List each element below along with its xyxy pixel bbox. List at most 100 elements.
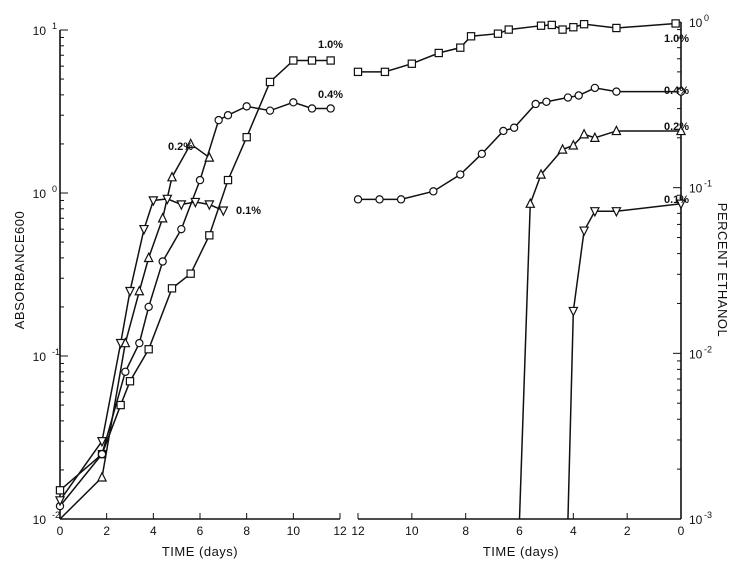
data-point-0-2pct <box>204 151 215 162</box>
x-tick-label: 8 <box>243 524 250 538</box>
y-tick-exponent: -1 <box>704 179 712 189</box>
data-point-1-0pct <box>434 48 443 58</box>
data-point-1-0pct <box>579 19 589 29</box>
series-label-1-0pct: 1.0% <box>318 39 343 51</box>
series-line-0-4pct <box>358 87 681 201</box>
data-point-0-4pct <box>242 102 251 111</box>
y-tick-exponent: -1 <box>52 347 60 357</box>
data-point-0-2pct <box>185 137 196 149</box>
data-point-1-0pct <box>307 56 317 65</box>
y-tick-exponent: -3 <box>704 510 712 520</box>
data-point-0-4pct <box>158 257 167 266</box>
x-tick-label: 2 <box>624 524 631 538</box>
data-point-0-1pct <box>611 207 622 218</box>
y-tick-exponent: 1 <box>52 21 57 31</box>
data-point-1-0pct <box>569 23 578 32</box>
y-tick-exponent: 0 <box>52 184 57 194</box>
data-point-0-4pct <box>265 106 275 115</box>
data-point-0-2pct <box>535 168 547 179</box>
data-point-0-1pct <box>190 197 201 208</box>
y-tick-exponent: -2 <box>704 344 712 354</box>
data-point-1-0pct <box>504 25 513 34</box>
x-tick-label: 10 <box>287 524 301 538</box>
data-point-0-4pct <box>396 195 406 204</box>
data-point-0-1pct <box>115 338 126 350</box>
data-point-0-4pct <box>542 97 551 106</box>
data-point-0-1pct <box>124 286 136 298</box>
data-point-1-0pct <box>380 67 390 77</box>
x-tick-label: 12 <box>333 524 347 538</box>
y-tick-label: 10 <box>33 350 47 364</box>
data-point-0-2pct <box>143 251 154 263</box>
data-point-1-0pct <box>116 400 125 410</box>
series-line-0-1pct <box>567 202 682 520</box>
x-tick-label: 0 <box>678 524 685 538</box>
left-x-axis-title: TIME (days) <box>162 544 238 559</box>
right-panel-ethanol: 12 10 8 6 4 2 010-310-210-110 01.0%0.4%0.2%0.1% <box>351 13 712 538</box>
data-point-0-1pct <box>176 200 187 211</box>
data-point-0-1pct <box>96 437 108 448</box>
data-point-1-0pct <box>326 56 335 65</box>
data-point-1-0pct <box>289 56 298 65</box>
data-point-0-4pct <box>590 83 600 93</box>
data-point-1-0pct <box>456 43 465 52</box>
data-point-1-0pct <box>167 284 177 293</box>
data-point-0-4pct <box>676 87 686 96</box>
data-point-0-4pct <box>223 111 233 120</box>
series-line-1-0pct <box>358 22 676 73</box>
series-label-0-4pct: 0.4% <box>318 89 343 101</box>
y-tick-exponent: 0 <box>704 13 709 23</box>
series-line-0-2pct <box>518 130 681 520</box>
data-point-0-2pct <box>568 139 579 150</box>
x-tick-label: 0 <box>57 524 64 538</box>
data-point-1-0pct <box>223 175 233 185</box>
data-point-0-1pct <box>54 496 66 507</box>
series-label-0-2pct: 0.2% <box>664 121 689 133</box>
right-y-axis-title: PERCENT ETHANOL <box>715 203 730 337</box>
data-point-1-0pct <box>407 59 417 68</box>
y-tick-label: 10 <box>689 513 703 527</box>
data-point-0-2pct <box>675 124 687 136</box>
data-point-0-4pct <box>574 91 583 100</box>
data-point-0-1pct <box>138 224 150 236</box>
data-point-1-0pct <box>493 29 503 38</box>
data-point-1-0pct <box>265 77 275 87</box>
data-point-1-0pct <box>144 345 153 354</box>
x-tick-label: 8 <box>462 524 469 538</box>
data-point-0-2pct <box>611 124 622 136</box>
data-point-0-4pct <box>177 224 186 234</box>
data-point-0-2pct <box>525 197 536 208</box>
data-point-1-0pct <box>466 32 476 41</box>
data-point-1-0pct <box>186 269 195 278</box>
data-point-0-4pct <box>375 195 384 204</box>
series-line-0-4pct <box>59 101 331 507</box>
series-label-0-1pct: 0.1% <box>236 205 261 217</box>
data-point-0-1pct <box>148 196 159 207</box>
x-tick-label: 6 <box>197 524 204 538</box>
data-point-0-4pct <box>456 170 465 179</box>
data-point-1-0pct <box>671 19 680 28</box>
data-point-0-2pct <box>166 171 178 182</box>
data-point-0-2pct <box>589 131 600 142</box>
data-point-0-4pct <box>477 149 487 159</box>
data-point-0-4pct <box>429 187 438 196</box>
data-point-0-2pct <box>557 143 568 154</box>
data-point-0-1pct <box>568 306 579 317</box>
data-point-1-0pct <box>205 231 214 240</box>
data-point-0-1pct <box>162 194 173 205</box>
series-label-0-1pct: 0.1% <box>664 194 689 206</box>
series-line-1-0pct <box>59 59 331 491</box>
data-point-0-4pct <box>531 99 540 109</box>
y-tick-label: 10 <box>689 182 703 196</box>
right-x-axis-title: TIME (days) <box>483 544 559 559</box>
data-point-1-0pct <box>125 377 135 386</box>
data-point-1-0pct <box>55 486 65 495</box>
y-tick-label: 10 <box>33 513 47 527</box>
data-point-0-1pct <box>204 200 215 211</box>
data-point-1-0pct <box>558 25 567 34</box>
data-point-0-1pct <box>218 206 229 217</box>
data-point-1-0pct <box>612 23 621 33</box>
data-point-0-4pct <box>289 98 298 107</box>
data-point-0-1pct <box>579 226 590 237</box>
